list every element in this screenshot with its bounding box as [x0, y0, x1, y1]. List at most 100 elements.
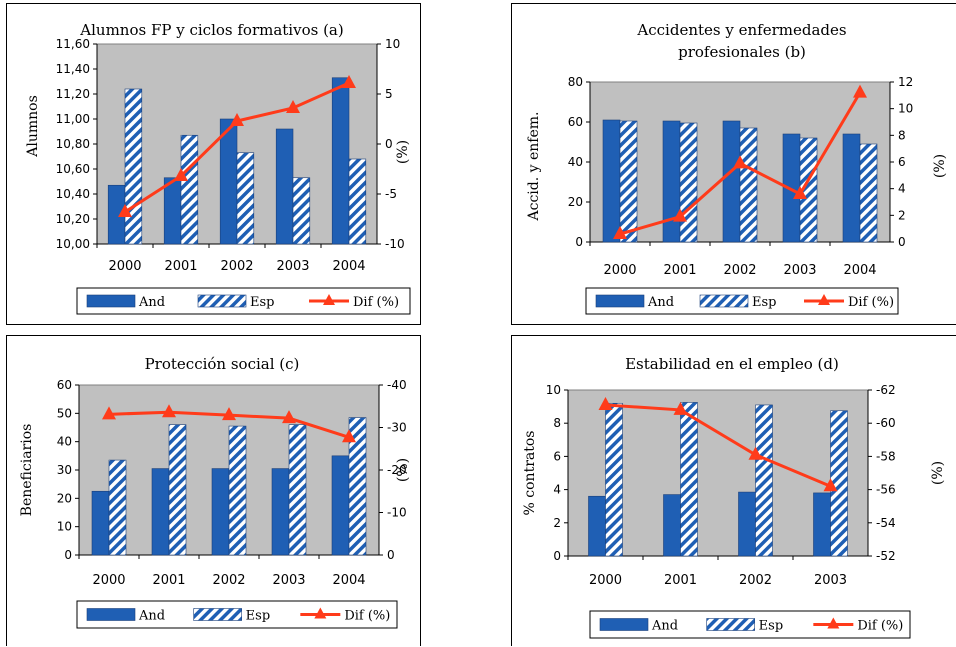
chart-c-svg: Protección social (c) 0 10 20 30 40 50 60 0 -10 -2…: [19, 355, 411, 629]
chart-b-y2tick-label-3: 6: [898, 155, 906, 169]
chart-b-category-label-2: 2002: [723, 263, 756, 278]
chart-a-y2tick-label-4: 10: [385, 37, 400, 51]
chart-a-bar-and-1: [163, 177, 182, 245]
chart-a-ylabel: Alumnos: [25, 95, 41, 158]
chart-a-ytick-label-0: 10,00: [56, 237, 90, 251]
chart-b-y2tick-label-1: 2: [898, 208, 906, 222]
chart-d-ytick-label-1: 2: [553, 516, 561, 530]
chart-a-legend-label-1: Esp: [250, 295, 274, 310]
chart-a-line-dif-marker-1: [174, 168, 188, 181]
chart-b-line-dif-marker-4: [853, 84, 867, 98]
chart-b-ytick-label-1: 20: [568, 195, 583, 209]
chart-a-y2label: (%): [395, 140, 411, 164]
chart-b-line-dif-marker-1: [673, 208, 687, 222]
chart-d-category-label-3: 2003: [814, 573, 847, 588]
chart-b-y2tick-label-5: 10: [898, 102, 913, 116]
chart-a-legend-label-2: Dif (%): [353, 295, 399, 310]
chart-c-category-label-3: 2003: [272, 573, 305, 588]
chart-b-ytick-label-4: 80: [568, 75, 583, 89]
chart-a-ytick-label-2: 10,40: [56, 187, 90, 201]
chart-b-ytick-label-0: 0: [575, 235, 583, 249]
chart-d-y2tick-label-5: -62: [876, 383, 896, 397]
chart-a-category-label-4: 2004: [332, 259, 365, 274]
chart-c-y2tick-label-1: -10: [387, 506, 407, 520]
chart-b-bar-and-1: [662, 120, 681, 243]
chart-b-legend-swatch-0: [595, 294, 645, 308]
chart-a-bar-esp-3: [292, 177, 311, 245]
chart-d-legend-marker-2: [827, 617, 840, 629]
chart-d-bar-esp-2: [755, 404, 773, 557]
chart-a-bar-and-3: [275, 128, 294, 245]
chart-c-bar-and-1: [151, 468, 170, 556]
chart-b-bar-esp-1: [679, 122, 698, 243]
chart-c-line-dif-marker-4: [342, 429, 356, 443]
chart-c-ytick-label-4: 40: [57, 435, 72, 449]
chart-a-bar-and-4: [331, 77, 350, 245]
chart-panel-d: Estabilidad en el empleo (d) 0 2 4 6 8 10 -52 -5…: [511, 335, 956, 646]
chart-c-legend-swatch-0: [86, 608, 136, 621]
chart-b-y2tick-label-4: 8: [898, 128, 906, 142]
chart-d-bar-and-1: [663, 494, 681, 557]
chart-c-legend-label-1: Esp: [246, 609, 270, 624]
chart-a-ytick-label-1: 10,20: [56, 212, 90, 226]
chart-c-bar-and-2: [211, 468, 230, 556]
chart-b-bar-esp-2: [739, 127, 758, 243]
chart-d-legend-label-0: And: [651, 619, 678, 634]
chart-c-bar-and-0: [91, 490, 110, 556]
chart-b-bar-esp-4: [859, 143, 878, 243]
chart-a-category-label-3: 2003: [276, 259, 309, 274]
chart-a-bar-esp-4: [348, 158, 367, 245]
chart-d-ytick-label-4: 8: [553, 416, 561, 430]
chart-c-ytick-label-0: 0: [64, 548, 72, 562]
chart-c-bar-esp-4: [348, 417, 367, 556]
chart-c-category-label-1: 2001: [152, 573, 185, 588]
chart-c-category-label-0: 2000: [92, 573, 125, 588]
chart-d-y2tick-label-4: -60: [876, 416, 896, 430]
chart-panel-b: Accidentes y enfermedades profesionales (…: [511, 3, 956, 325]
chart-d-ytick-label-5: 10: [546, 383, 561, 397]
chart-b-bar-esp-0: [619, 120, 638, 243]
chart-a-bar-esp-1: [180, 134, 199, 245]
chart-b-legend-marker-2: [818, 294, 830, 305]
chart-c-y2tick-label-3: -30: [387, 421, 407, 435]
chart-d-bar-and-3: [813, 492, 831, 557]
chart-d-category-label-1: 2001: [664, 573, 697, 588]
chart-a-bar-esp-0: [124, 88, 143, 245]
chart-a-ytick-label-7: 11,40: [56, 62, 90, 76]
chart-a-y2tick-label-1: -5: [385, 187, 397, 201]
chart-c-bar-esp-2: [228, 425, 247, 556]
chart-c-bar-and-3: [271, 468, 290, 556]
chart-a-ytick-label-6: 11,20: [56, 87, 90, 101]
chart-d-legend-swatch-0: [599, 618, 649, 631]
chart-a-line-dif-marker-0: [118, 204, 132, 217]
chart-panel-c: Protección social (c) 0 10 20 30 40 50 60 0 -10 -2…: [6, 335, 421, 646]
chart-d-bar-esp-1: [680, 402, 698, 557]
chart-b-svg: Accidentes y enfermedades profesionales (…: [526, 21, 948, 315]
chart-c-y2tick-label-0: 0: [387, 548, 395, 562]
chart-a-line-dif-marker-3: [286, 100, 300, 113]
chart-c-category-label-4: 2004: [332, 573, 365, 588]
chart-c-y2tick-label-4: -40: [387, 378, 407, 392]
chart-a-category-label-0: 2000: [108, 259, 141, 274]
chart-c-bar-esp-3: [288, 424, 307, 556]
chart-d-y2tick-label-2: -56: [876, 483, 896, 497]
chart-b-ytick-label-2: 40: [568, 155, 583, 169]
chart-a-bar-and-2: [219, 118, 238, 245]
chart-b-line-dif-marker-2: [733, 155, 747, 169]
chart-a-svg: Alumnos FP y ciclos formativos (a) 10,00 1…: [25, 21, 411, 315]
chart-a-y2tick-label-0: -10: [385, 237, 405, 251]
chart-d-y2tick-label-3: -58: [876, 449, 896, 463]
chart-a-legend-marker-2: [323, 294, 335, 305]
chart-c-ytick-label-6: 60: [57, 378, 72, 392]
chart-a-ytick-label-4: 10,80: [56, 137, 90, 151]
chart-c-legend-label-2: Dif (%): [344, 609, 390, 624]
chart-d-svg: Estabilidad en el empleo (d) 0 2 4 6 8 10 -52 -5…: [522, 355, 946, 639]
chart-d-title-line-0: Estabilidad en el empleo (d): [625, 355, 839, 373]
chart-d-line-dif-marker-3: [823, 478, 838, 492]
chart-c-line-dif-marker-2: [222, 407, 236, 421]
chart-a-legend-label-0: And: [138, 295, 165, 310]
chart-b-ylabel: Accid. y enfem.: [526, 112, 542, 222]
chart-d-y2tick-label-0: -52: [876, 549, 896, 563]
chart-d-line-dif-marker-2: [748, 446, 763, 460]
chart-d-y2tick-label-1: -54: [876, 516, 896, 530]
